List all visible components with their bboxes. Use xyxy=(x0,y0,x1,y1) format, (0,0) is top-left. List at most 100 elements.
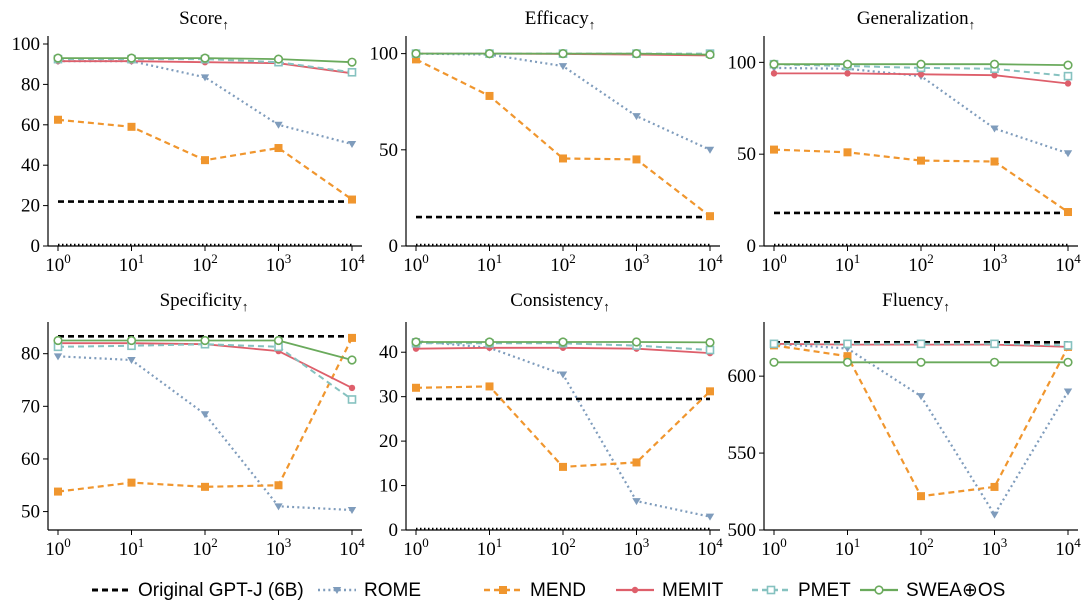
point-swea xyxy=(484,49,495,59)
panel-title-text: Score xyxy=(179,8,222,29)
y-tick-label: 50 xyxy=(737,144,756,165)
point-swea xyxy=(558,49,568,59)
point-mend xyxy=(274,144,283,153)
point-mend xyxy=(632,458,641,467)
panel-title: Score↑ xyxy=(179,8,229,32)
x-tick-exp: 4 xyxy=(1074,251,1081,266)
point-rome xyxy=(200,411,210,419)
x-tick-label: 103 xyxy=(624,251,650,276)
legend-item-memit: MEMIT xyxy=(616,580,724,601)
panel-title-text: Efficacy xyxy=(525,8,589,29)
x-tick-base: 10 xyxy=(119,255,138,276)
y-tick-label: 0 xyxy=(389,236,399,257)
x-tick-label: 103 xyxy=(266,535,292,560)
point-mend xyxy=(127,122,136,131)
x-tick-exp: 0 xyxy=(780,251,787,266)
panel-title: Fluency↑ xyxy=(882,290,950,314)
point-memit xyxy=(917,71,925,78)
x-tick-base: 10 xyxy=(477,539,496,560)
point-swea xyxy=(484,337,495,347)
legend: Original GPT-J (6B) ROME MEND MEMIT PMET SWEA… xyxy=(92,580,1005,601)
panel-title-arrow: ↑ xyxy=(589,17,596,32)
x-tick-base: 10 xyxy=(339,539,358,560)
series-line-mend xyxy=(415,58,711,218)
series-line-rome xyxy=(58,60,353,146)
x-tick-exp: 3 xyxy=(643,251,650,266)
x-tick-label: 104 xyxy=(339,251,365,276)
x-tick-label: 100 xyxy=(403,535,429,560)
y-tick-label: 60 xyxy=(21,115,40,136)
point-swea xyxy=(126,335,137,346)
point-rome xyxy=(1063,150,1073,158)
y-tick-label: 100 xyxy=(728,52,757,73)
point-mend xyxy=(274,481,283,490)
x-tick-base: 10 xyxy=(1055,539,1074,560)
point-swea xyxy=(347,355,357,365)
x-tick-exp: 0 xyxy=(422,535,429,550)
point-mend xyxy=(990,157,999,166)
x-tick-base: 10 xyxy=(192,255,211,276)
y-tick-label: 100 xyxy=(12,34,41,55)
point-swea xyxy=(842,357,853,367)
x-tick-exp: 3 xyxy=(285,251,292,266)
x-tick-exp: 1 xyxy=(854,251,861,266)
point-mend xyxy=(917,492,925,501)
legend-item-pmet: PMET xyxy=(752,580,851,601)
x-tick-base: 10 xyxy=(761,539,780,560)
x-tick-exp: 4 xyxy=(358,535,365,550)
x-tick-label: 102 xyxy=(192,251,218,276)
point-pmet xyxy=(843,339,852,349)
point-rome xyxy=(127,357,136,364)
legend-label: MEND xyxy=(530,580,586,601)
y-tick-label: 0 xyxy=(747,236,757,257)
point-rome xyxy=(347,140,357,148)
series-line-pmet xyxy=(57,343,353,401)
x-tick-exp: 2 xyxy=(927,535,934,550)
point-mend xyxy=(54,115,62,124)
panel-title: Consistency↑ xyxy=(510,290,609,314)
x-tick-label: 103 xyxy=(624,535,650,560)
point-rome xyxy=(632,498,641,506)
x-tick-exp: 3 xyxy=(1001,251,1008,266)
point-mend xyxy=(348,333,356,342)
y-tick-label: 50 xyxy=(21,502,40,523)
x-tick-base: 10 xyxy=(1055,255,1074,276)
point-rome xyxy=(200,74,210,82)
x-tick-exp: 0 xyxy=(780,535,787,550)
x-tick-label: 104 xyxy=(697,535,723,560)
y-tick-label: 80 xyxy=(21,74,40,95)
point-memit xyxy=(1064,80,1072,87)
x-tick-label: 101 xyxy=(835,251,861,276)
point-rome xyxy=(705,513,715,521)
point-swea xyxy=(200,53,210,63)
panel-title-text: Fluency xyxy=(882,290,944,311)
x-tick-exp: 1 xyxy=(854,535,861,550)
series-line-memit xyxy=(58,342,353,389)
point-swea xyxy=(989,357,1000,367)
x-tick-label: 100 xyxy=(761,535,787,560)
y-tick-label: 40 xyxy=(379,342,398,363)
point-mend xyxy=(412,383,420,392)
point-swea xyxy=(705,49,715,60)
x-tick-label: 104 xyxy=(1055,251,1081,276)
point-mend xyxy=(412,55,420,64)
point-memit xyxy=(770,70,778,77)
point-swea xyxy=(200,335,210,346)
x-tick-label: 103 xyxy=(982,251,1008,276)
panel-title-text: Consistency xyxy=(510,290,603,311)
panel-title-arrow: ↑ xyxy=(969,17,976,32)
x-tick-label: 101 xyxy=(477,535,503,560)
series-line-mend xyxy=(773,344,1069,498)
point-swea xyxy=(411,337,421,347)
point-swea xyxy=(347,57,357,67)
point-mend xyxy=(201,156,209,165)
legend-marker-mend xyxy=(499,586,507,594)
x-tick-label: 104 xyxy=(339,535,365,560)
x-tick-label: 101 xyxy=(119,251,145,276)
series-line-mend xyxy=(773,148,1069,213)
x-tick-label: 100 xyxy=(45,535,71,560)
